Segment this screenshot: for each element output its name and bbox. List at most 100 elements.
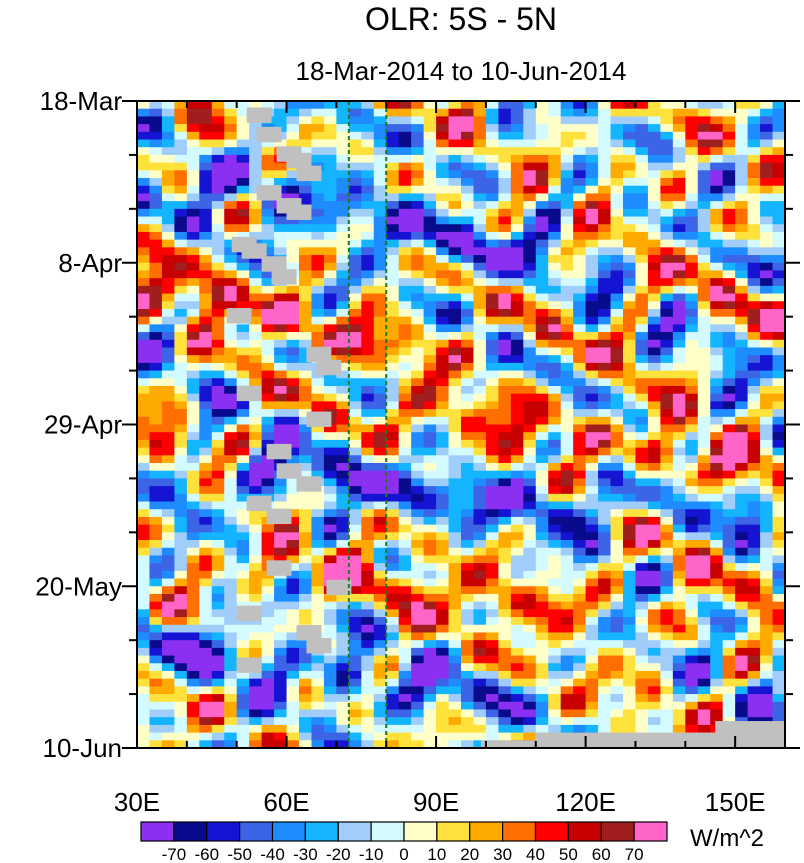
heatmap-cell bbox=[336, 178, 350, 187]
heatmap-cell bbox=[423, 293, 437, 302]
heatmap-cell bbox=[236, 701, 250, 711]
heatmap-cell bbox=[560, 632, 574, 641]
heatmap-cell bbox=[137, 262, 151, 272]
heatmap-cell bbox=[461, 208, 475, 218]
heatmap-cell bbox=[361, 570, 375, 580]
heatmap-cell bbox=[274, 732, 288, 741]
heatmap-cell bbox=[623, 432, 637, 441]
heatmap-cell bbox=[199, 193, 213, 202]
heatmap-cell bbox=[236, 324, 250, 333]
heatmap-cell bbox=[398, 524, 412, 533]
heatmap-cell bbox=[560, 262, 574, 272]
heatmap-cell bbox=[535, 278, 549, 287]
heatmap-cell bbox=[398, 278, 412, 287]
heatmap-cell bbox=[373, 224, 387, 233]
heatmap-cell bbox=[735, 609, 749, 618]
heatmap-cell bbox=[548, 170, 562, 179]
heatmap-cell bbox=[174, 247, 188, 256]
heatmap-cell bbox=[286, 563, 300, 572]
heatmap-cell bbox=[423, 555, 437, 564]
heatmap-cell bbox=[149, 724, 163, 734]
heatmap-cell bbox=[473, 555, 487, 564]
heatmap-cell bbox=[485, 262, 499, 272]
heatmap-cell bbox=[423, 470, 437, 480]
heatmap-cell bbox=[573, 663, 587, 672]
heatmap-cell bbox=[174, 347, 188, 356]
heatmap-cell bbox=[261, 324, 275, 333]
heatmap-cell bbox=[236, 540, 250, 549]
heatmap-cell bbox=[722, 486, 736, 495]
heatmap-cell bbox=[747, 509, 761, 518]
heatmap-cell bbox=[236, 108, 250, 117]
heatmap-cell bbox=[772, 378, 785, 387]
heatmap-cell bbox=[323, 524, 337, 533]
heatmap-cell bbox=[211, 463, 225, 472]
heatmap-cell bbox=[423, 185, 437, 195]
heatmap-cell bbox=[186, 463, 200, 472]
heatmap-cell bbox=[323, 601, 337, 610]
heatmap-cell bbox=[722, 332, 736, 341]
heatmap-cell bbox=[635, 578, 649, 587]
heatmap-cell bbox=[348, 609, 362, 618]
heatmap-cell bbox=[635, 447, 649, 456]
heatmap-cell bbox=[498, 532, 512, 541]
heatmap-cell bbox=[286, 670, 300, 680]
heatmap-cell bbox=[199, 609, 213, 618]
heatmap-cell bbox=[473, 670, 487, 680]
heatmap-cell bbox=[211, 478, 225, 487]
heatmap-cell bbox=[286, 732, 300, 741]
heatmap-cell bbox=[635, 439, 649, 449]
heatmap-cell bbox=[336, 262, 350, 272]
heatmap-cell bbox=[573, 285, 587, 295]
heatmap-cell bbox=[249, 347, 263, 356]
heatmap-cell bbox=[373, 439, 387, 449]
heatmap-cell bbox=[261, 170, 275, 179]
heatmap-cell bbox=[735, 262, 749, 272]
heatmap-cell bbox=[498, 593, 512, 603]
heatmap-cell bbox=[186, 255, 200, 264]
heatmap-cell bbox=[199, 401, 213, 410]
heatmap-cell bbox=[411, 486, 425, 495]
heatmap-cell bbox=[373, 609, 387, 618]
heatmap-cell bbox=[610, 362, 624, 372]
heatmap-cell bbox=[398, 486, 412, 495]
heatmap-cell bbox=[274, 686, 288, 695]
heatmap-cell bbox=[548, 216, 562, 225]
heatmap-cell bbox=[311, 686, 325, 695]
heatmap-cell bbox=[336, 670, 350, 680]
heatmap-cell bbox=[535, 447, 549, 456]
heatmap-cell bbox=[760, 570, 774, 580]
heatmap-cell bbox=[186, 509, 200, 518]
heatmap-cell bbox=[772, 455, 785, 464]
heatmap-cell bbox=[560, 586, 574, 595]
heatmap-cell bbox=[697, 231, 711, 241]
heatmap-cell bbox=[772, 578, 785, 587]
heatmap-cell bbox=[523, 701, 537, 711]
heatmap-cell bbox=[735, 370, 749, 379]
heatmap-cell bbox=[398, 678, 412, 687]
heatmap-cell bbox=[161, 255, 175, 264]
heatmap-cell bbox=[647, 231, 661, 241]
heatmap-cell bbox=[485, 178, 499, 187]
heatmap-cell bbox=[411, 617, 425, 626]
heatmap-cell bbox=[161, 216, 175, 225]
heatmap-cell bbox=[735, 347, 749, 356]
heatmap-cell bbox=[747, 162, 761, 171]
heatmap-cell bbox=[548, 201, 562, 210]
heatmap-cell bbox=[373, 547, 387, 557]
heatmap-cell bbox=[747, 308, 761, 318]
heatmap-cell bbox=[760, 216, 774, 225]
heatmap-cell bbox=[186, 501, 200, 510]
heatmap-cell bbox=[448, 701, 462, 711]
heatmap-cell bbox=[635, 501, 649, 510]
heatmap-cell bbox=[336, 524, 350, 533]
heatmap-cell bbox=[473, 216, 487, 225]
heatmap-cell bbox=[361, 470, 375, 480]
heatmap-cell bbox=[286, 355, 300, 364]
heatmap-cell bbox=[548, 486, 562, 495]
heatmap-cell bbox=[710, 532, 724, 541]
heatmap-cell bbox=[299, 324, 313, 333]
heatmap-cell bbox=[598, 262, 612, 272]
heatmap-cell bbox=[386, 370, 400, 379]
heatmap-cell bbox=[660, 493, 674, 503]
